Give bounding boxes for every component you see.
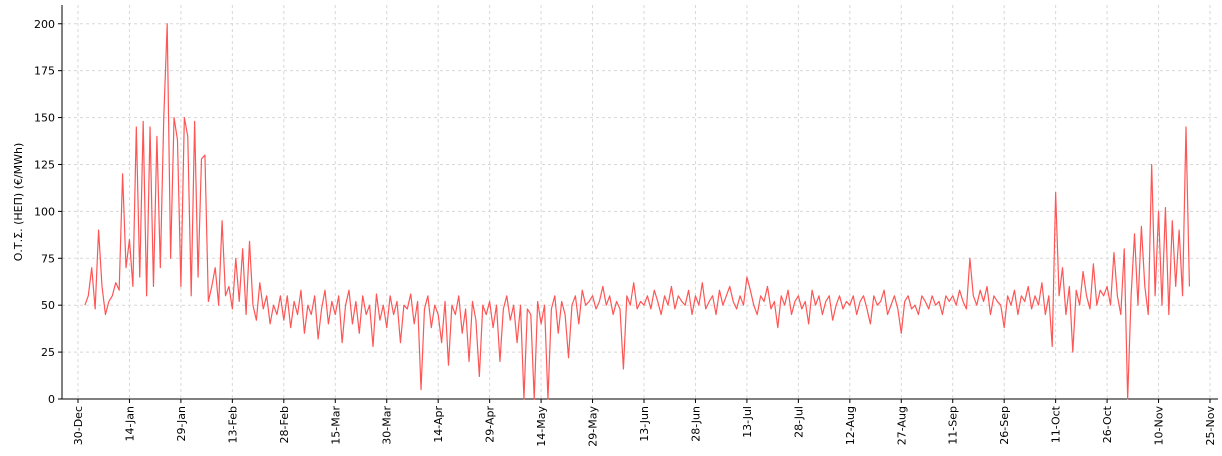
x-tick-label: 26-Oct [1101,405,1114,443]
y-tick-label: 125 [34,158,55,171]
x-tick-label: 29-May [587,406,600,447]
y-axis-label: Ο.Τ.Σ. (ΗΕΠ) (€/MWh) [12,143,25,262]
y-tick-label: 150 [34,112,55,125]
x-tick-label: 11-Sep [947,406,960,445]
x-tick-label: 15-Mar [329,406,342,445]
x-tick-label: 28-Jul [792,406,805,438]
x-tick-label: 13-Jul [741,406,754,438]
x-tick-label: 13-Jun [638,406,651,442]
x-tick-label: 25-Nov [1204,406,1217,446]
y-tick-label: 200 [34,18,55,31]
y-tick-label: 75 [41,252,55,265]
x-tick-label: 14-Jan [123,406,136,442]
x-tick-label: 14-May [535,406,548,447]
y-tick-label: 175 [34,65,55,78]
x-tick-label: 28-Feb [278,406,291,443]
x-tick-label: 28-Jun [689,406,702,442]
x-tick-label: 29-Apr [484,406,497,443]
y-tick-label: 50 [41,299,55,312]
x-tick-label: 14-Apr [432,406,445,443]
x-tick-label: 12-Aug [844,406,857,445]
price-line [84,23,1191,400]
x-tick-label: 29-Jan [175,406,188,442]
x-tick-label: 27-Aug [895,406,908,445]
x-tick-label: 30-Mar [381,406,394,445]
y-tick-label: 100 [34,205,55,218]
x-tick-label: 13-Feb [226,406,239,443]
x-tick-label: 10-Nov [1153,406,1166,446]
y-tick-label: 25 [41,346,55,359]
x-tick-label: 11-Oct [1050,405,1063,443]
x-tick-label: 30-Dec [72,406,85,445]
x-tick-label: 26-Sep [998,406,1011,445]
y-tick-label: 0 [48,393,55,406]
